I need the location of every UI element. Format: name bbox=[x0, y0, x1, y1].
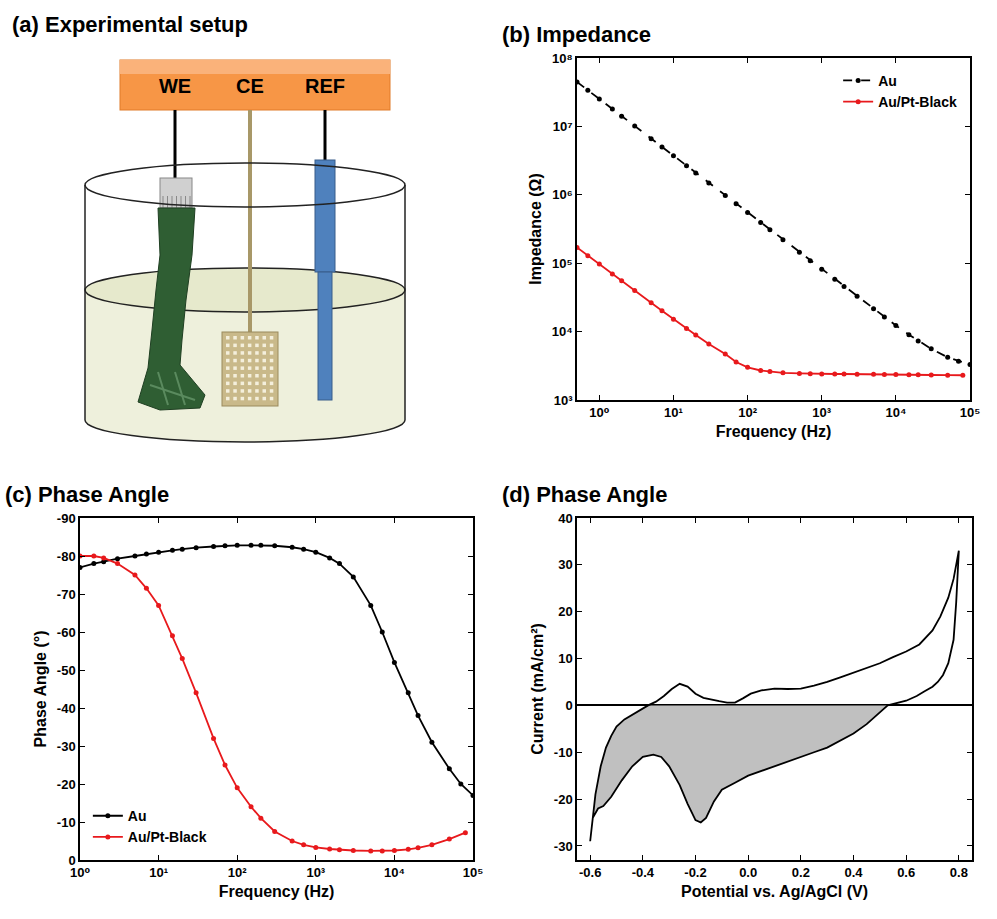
svg-text:(a) Experimental setup: (a) Experimental setup bbox=[12, 12, 248, 37]
svg-text:-90: -90 bbox=[57, 511, 76, 526]
svg-text:Current (mA/cm²): Current (mA/cm²) bbox=[529, 623, 546, 755]
svg-text:REF: REF bbox=[305, 75, 345, 97]
svg-text:(b) Impedance: (b) Impedance bbox=[502, 22, 651, 47]
svg-text:10⁷: 10⁷ bbox=[553, 119, 573, 134]
svg-text:Impedance (Ω): Impedance (Ω) bbox=[527, 173, 544, 285]
svg-text:10⁴: 10⁴ bbox=[552, 324, 573, 339]
svg-text:-10: -10 bbox=[57, 815, 76, 830]
svg-text:10⁶: 10⁶ bbox=[552, 187, 572, 202]
svg-text:CE: CE bbox=[236, 75, 264, 97]
svg-text:Frequency (Hz): Frequency (Hz) bbox=[219, 883, 335, 900]
svg-text:40: 40 bbox=[558, 511, 572, 526]
svg-text:0.6: 0.6 bbox=[897, 865, 915, 880]
svg-text:Potential vs. Ag/AgCl (V): Potential vs. Ag/AgCl (V) bbox=[681, 883, 868, 900]
svg-text:Au/Pt-Black: Au/Pt-Black bbox=[878, 94, 957, 110]
svg-text:-0.4: -0.4 bbox=[632, 865, 655, 880]
svg-text:-0.2: -0.2 bbox=[684, 865, 706, 880]
svg-text:10⁴: 10⁴ bbox=[384, 865, 405, 880]
svg-text:0: 0 bbox=[565, 698, 572, 713]
svg-text:10³: 10³ bbox=[554, 393, 573, 408]
svg-text:-20: -20 bbox=[57, 777, 76, 792]
svg-text:Au: Au bbox=[878, 73, 897, 89]
svg-text:10⁵: 10⁵ bbox=[463, 865, 484, 880]
svg-text:-80: -80 bbox=[57, 549, 76, 564]
svg-text:10⁴: 10⁴ bbox=[885, 405, 906, 420]
svg-text:10⁵: 10⁵ bbox=[960, 405, 981, 420]
svg-text:WE: WE bbox=[159, 75, 191, 97]
svg-text:10¹: 10¹ bbox=[149, 865, 168, 880]
svg-text:0.4: 0.4 bbox=[844, 865, 863, 880]
svg-text:0.8: 0.8 bbox=[950, 865, 968, 880]
svg-text:0.2: 0.2 bbox=[792, 865, 810, 880]
svg-text:-30: -30 bbox=[57, 739, 76, 754]
svg-text:-20: -20 bbox=[554, 792, 573, 807]
svg-text:-0.6: -0.6 bbox=[579, 865, 601, 880]
svg-text:0: 0 bbox=[68, 853, 75, 868]
svg-text:0.0: 0.0 bbox=[739, 865, 757, 880]
svg-text:10⁰: 10⁰ bbox=[70, 865, 90, 880]
svg-text:(c) Phase Angle: (c) Phase Angle bbox=[5, 482, 169, 507]
svg-text:-50: -50 bbox=[57, 663, 76, 678]
svg-text:20: 20 bbox=[558, 604, 572, 619]
svg-text:10²: 10² bbox=[738, 405, 757, 420]
svg-text:10⁸: 10⁸ bbox=[552, 51, 573, 66]
svg-text:-60: -60 bbox=[57, 625, 76, 640]
svg-text:10: 10 bbox=[558, 651, 572, 666]
svg-text:30: 30 bbox=[558, 557, 572, 572]
svg-text:Phase Angle (°): Phase Angle (°) bbox=[32, 631, 49, 748]
svg-text:Frequency (Hz): Frequency (Hz) bbox=[716, 423, 832, 440]
svg-text:(d) Phase Angle: (d) Phase Angle bbox=[502, 482, 667, 507]
svg-text:10¹: 10¹ bbox=[664, 405, 683, 420]
svg-text:Au: Au bbox=[128, 808, 147, 824]
svg-text:10⁰: 10⁰ bbox=[589, 405, 609, 420]
svg-text:10³: 10³ bbox=[306, 865, 325, 880]
svg-text:10²: 10² bbox=[228, 865, 247, 880]
svg-text:-30: -30 bbox=[554, 839, 573, 854]
svg-text:Au/Pt-Black: Au/Pt-Black bbox=[128, 829, 207, 845]
svg-text:10³: 10³ bbox=[812, 405, 831, 420]
svg-text:-40: -40 bbox=[57, 701, 76, 716]
svg-text:-10: -10 bbox=[554, 745, 573, 760]
svg-text:-70: -70 bbox=[57, 587, 76, 602]
svg-text:10⁵: 10⁵ bbox=[552, 256, 573, 271]
